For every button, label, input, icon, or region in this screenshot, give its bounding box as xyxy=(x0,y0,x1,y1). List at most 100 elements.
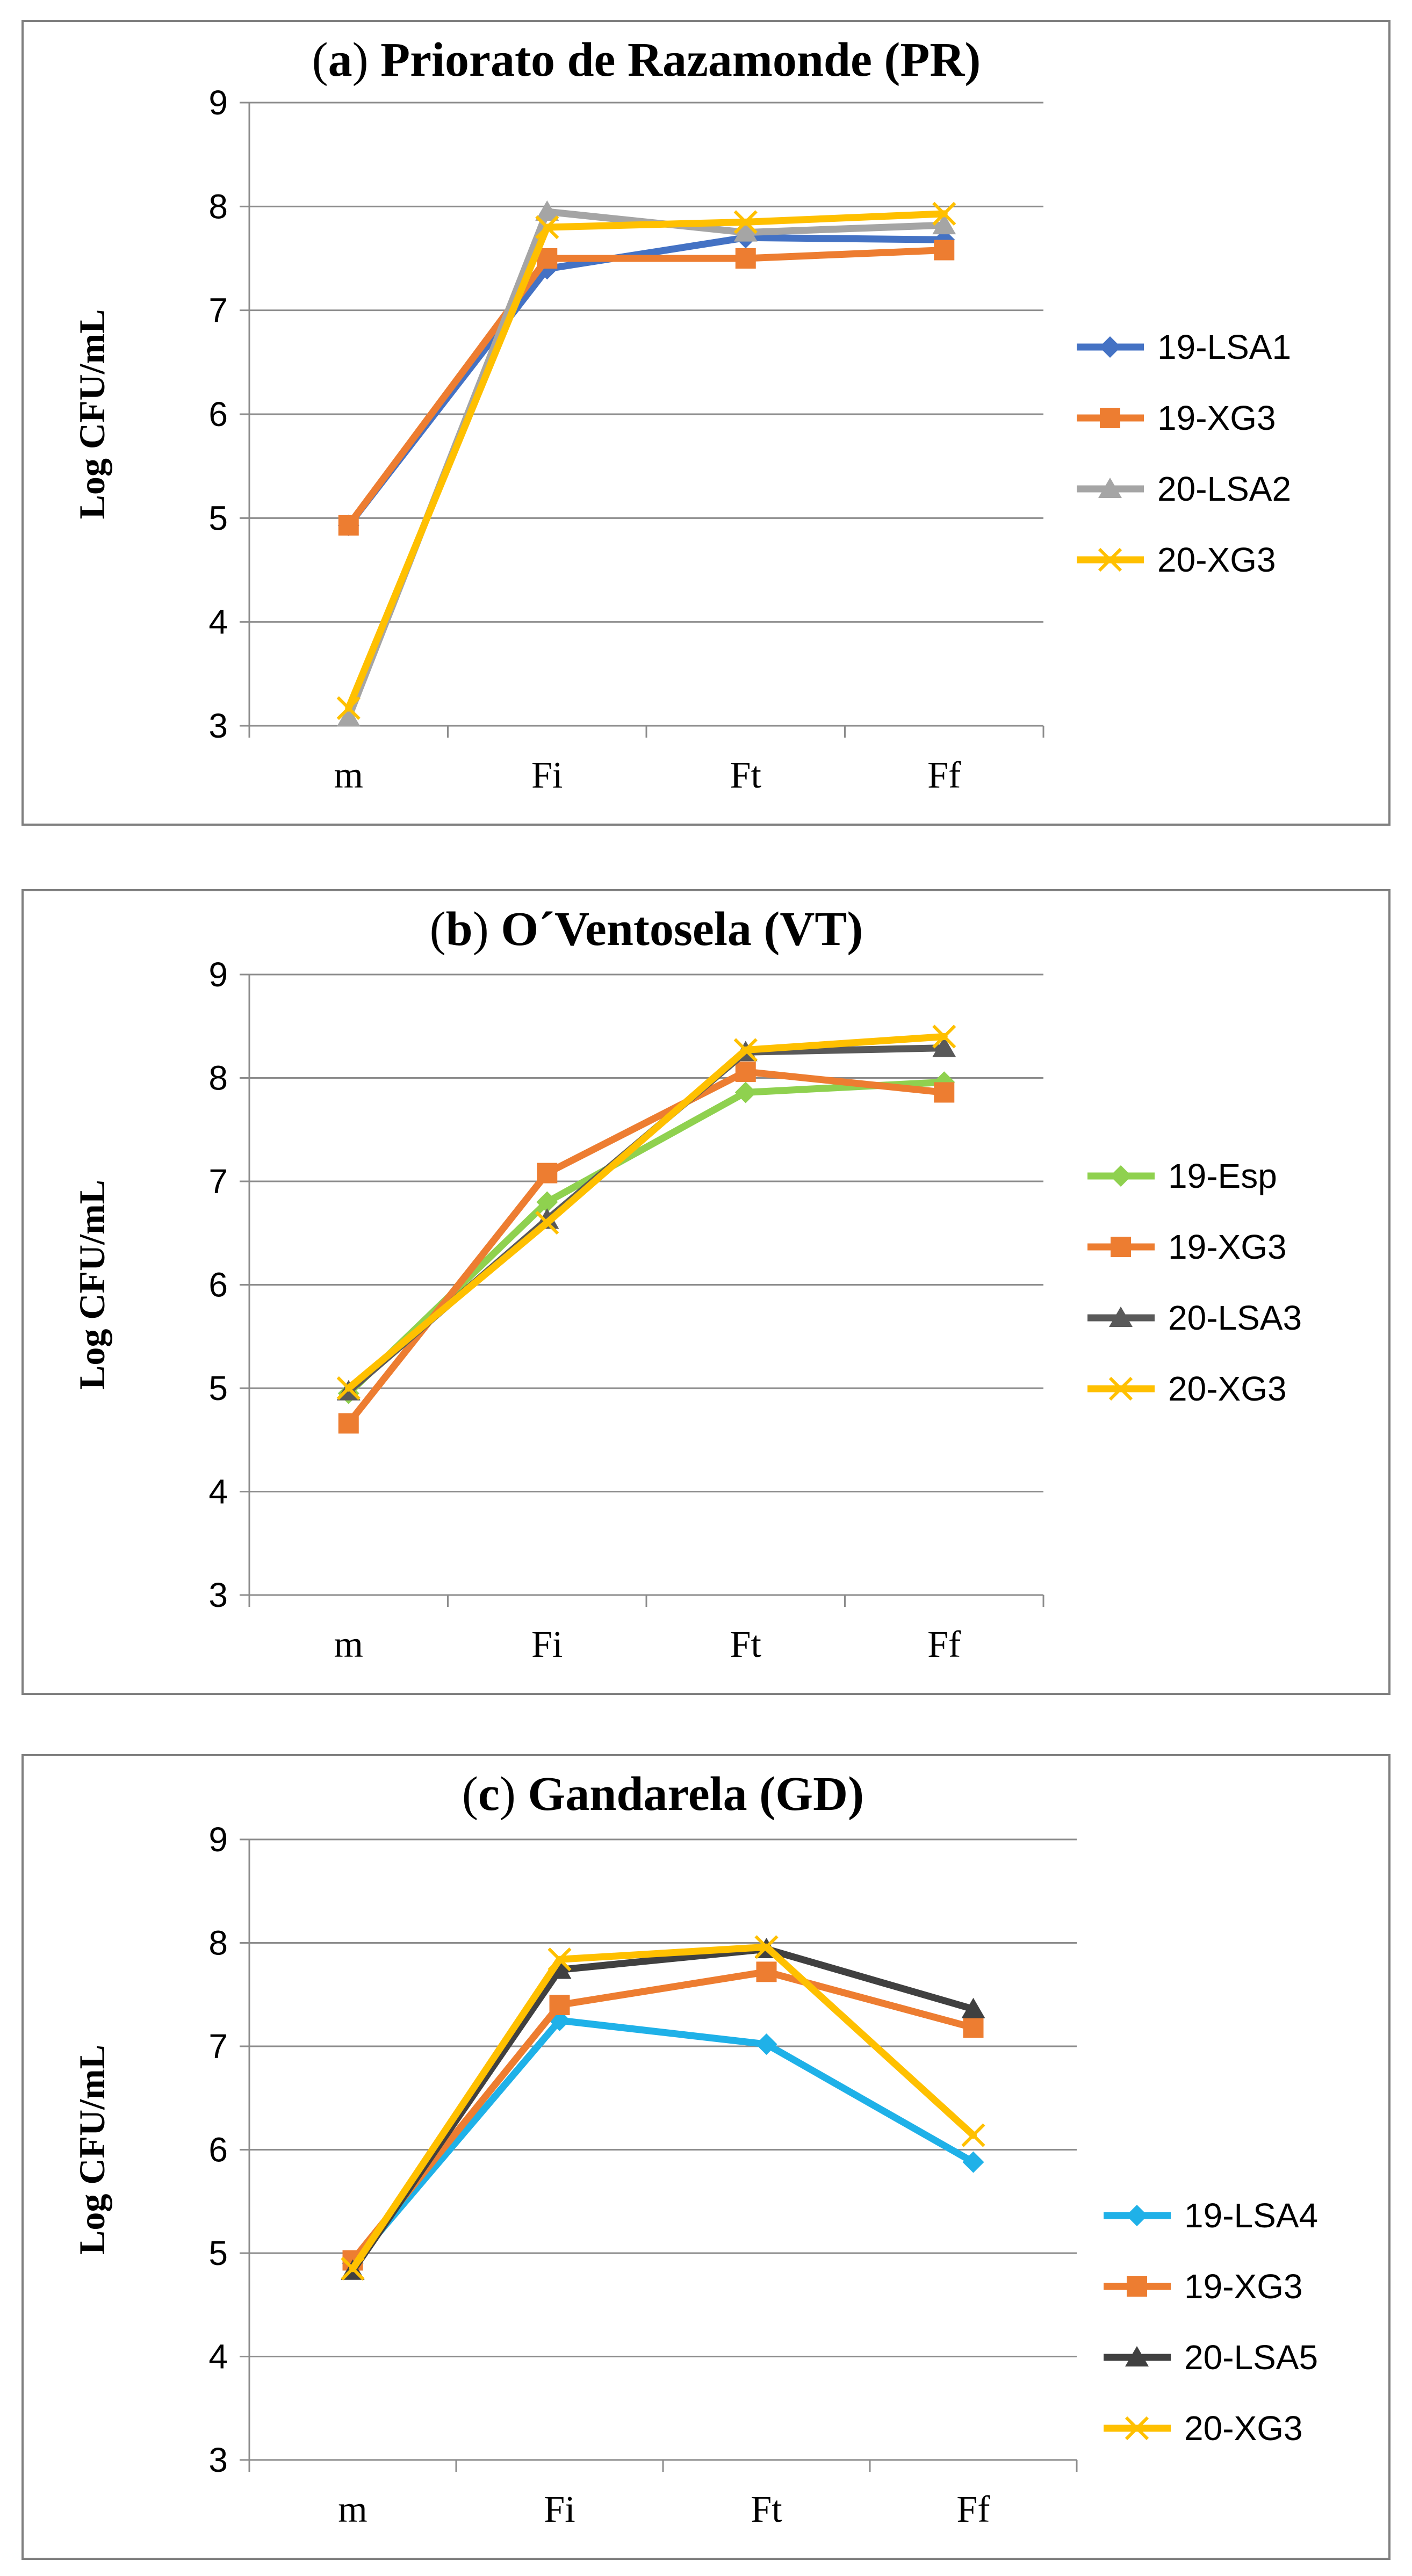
chart-c-legend-marker-19-XG3 xyxy=(1127,2276,1147,2297)
chart-b-title-name: O´Ventosela (VT) xyxy=(501,903,863,956)
chart-b-legend-label-20-LSA3: 20-LSA3 xyxy=(1168,1298,1302,1337)
chart-c-point-20-XG3-Fi xyxy=(547,1947,572,1972)
chart-a-legend-marker-20-LSA2 xyxy=(1098,478,1122,498)
chart-c-point-19-LSA4-Ft xyxy=(755,2033,777,2055)
chart-b-y-tick-label: 4 xyxy=(208,1473,228,1511)
chart-b-x-tick-label: Fi xyxy=(531,1624,563,1665)
chart-a-svg: (a) Priorato de Razamonde (PR) 3 4 5 6 7 8 9 m Fi… xyxy=(71,33,1291,796)
chart-b-svg: (b) O´Ventosela (VT) 3 4 5 6 7 8 9 m Fi Ft Ff Log CF… xyxy=(71,903,1302,1665)
chart-a-y-axis-label: Log CFU/mL xyxy=(71,309,112,519)
chart-b-x-tick-label: Ff xyxy=(927,1624,961,1665)
chart-b-legend-marker-19-XG3 xyxy=(1111,1237,1131,1257)
chart-c-point-19-XG3-Ff xyxy=(963,2017,984,2038)
chart-a-series-line-20-LSA2 xyxy=(345,208,948,721)
chart-a-title-name: Priorato de Razamonde (PR) xyxy=(380,33,981,86)
chart-b-legend-marker-19-Esp xyxy=(1110,1165,1132,1187)
chart-b-y-tick-label: 9 xyxy=(208,955,228,994)
chart-a-point-19-XG3-m xyxy=(338,515,359,536)
chart-a-legend-marker-19-XG3 xyxy=(1100,408,1120,428)
chart-a-y-tick-label: 7 xyxy=(208,291,228,330)
chart-c-x-tick-label: Ff xyxy=(956,2489,990,2530)
chart-c-x-tick-label: Fi xyxy=(544,2489,575,2530)
chart-c-legend-label-20-XG3: 20-XG3 xyxy=(1184,2409,1303,2448)
chart-c-y-tick-label: 4 xyxy=(208,2337,228,2376)
chart-a-point-20-LSA2-Ft xyxy=(733,221,758,242)
chart-a-legend-label-19-XG3: 19-XG3 xyxy=(1157,399,1276,437)
chart-c-x-tick-label: Ft xyxy=(751,2489,782,2530)
chart-c-point-20-XG3-m xyxy=(341,2256,365,2281)
chart-b-point-19-XG3-m xyxy=(338,1413,359,1434)
chart-c-x-tick-label: m xyxy=(338,2489,367,2530)
chart-a-point-20-LSA2-m xyxy=(336,706,361,727)
chart-b-y-axis-label: Log CFU/mL xyxy=(71,1180,112,1390)
chart-c-legend-marker-20-LSA5 xyxy=(1125,2346,1149,2366)
chart-a-x-tick-label: Ft xyxy=(730,755,762,796)
chart-b-point-20-XG3-m xyxy=(336,1376,361,1401)
chart-c-y-tick-label: 9 xyxy=(208,1820,228,1859)
chart-b-point-19-XG3-Ft xyxy=(735,1061,756,1082)
chart-c-y-tick-label: 7 xyxy=(208,2027,228,2066)
chart-a-series-line-20-XG3 xyxy=(345,210,948,712)
chart-a-legend-marker-20-XG3 xyxy=(1098,547,1122,572)
chart-b-legend-label-19-XG3: 19-XG3 xyxy=(1168,1228,1287,1266)
chart-c-point-19-XG3-Fi xyxy=(549,1995,570,2015)
chart-a-point-20-XG3-Fi xyxy=(535,215,559,240)
chart-c-point-20-XG3-Ff xyxy=(961,2123,985,2147)
chart-b-x-tick-label: Ft xyxy=(730,1624,762,1665)
chart-a-point-19-XG3-Ft xyxy=(735,248,756,269)
chart-c-series-line-20-XG3 xyxy=(349,1943,977,2272)
chart-panel-c: (c) Gandarela (GD) 3 4 5 6 7 8 9 m Fi Ft Ff Log CFU/… xyxy=(21,1754,1391,2560)
chart-c-y-tick-label: 5 xyxy=(208,2234,228,2272)
chart-b-y-tick-label: 7 xyxy=(208,1162,228,1201)
chart-a-x-tick-label: Ff xyxy=(927,755,961,796)
chart-b-legend-label-20-XG3: 20-XG3 xyxy=(1168,1369,1287,1408)
chart-a-legend-marker-19-LSA1 xyxy=(1099,336,1121,358)
chart-a-y-tick-label: 6 xyxy=(208,395,228,434)
chart-c-legend-label-20-LSA5: 20-LSA5 xyxy=(1184,2338,1318,2377)
chart-a-legend-label-20-LSA2: 20-LSA2 xyxy=(1157,470,1291,508)
chart-a-legend-label-19-LSA1: 19-LSA1 xyxy=(1157,328,1291,366)
chart-b-y-tick-label: 8 xyxy=(208,1059,228,1098)
chart-b-point-20-XG3-Ff xyxy=(932,1024,956,1049)
chart-c-title: (c) Gandarela (GD) xyxy=(462,1767,864,1821)
chart-b-legend-marker-20-XG3 xyxy=(1108,1376,1133,1401)
chart-b-legend-label-19-Esp: 19-Esp xyxy=(1168,1157,1277,1195)
chart-b-point-19-XG3-Ff xyxy=(934,1082,955,1103)
chart-a-legend-label-20-XG3: 20-XG3 xyxy=(1157,540,1276,579)
chart-a-point-20-XG3-m xyxy=(336,696,361,720)
chart-a-y-tick-label: 9 xyxy=(208,83,228,122)
chart-a-point-20-XG3-Ft xyxy=(733,210,758,234)
chart-c-point-20-LSA5-Ff xyxy=(961,1997,985,2018)
chart-c-title-name: Gandarela (GD) xyxy=(528,1767,864,1821)
chart-c-svg: (c) Gandarela (GD) 3 4 5 6 7 8 9 m Fi Ft Ff Log CFU/… xyxy=(71,1767,1318,2530)
chart-c-legend-marker-20-XG3 xyxy=(1125,2416,1149,2441)
chart-b-y-tick-label: 5 xyxy=(208,1369,228,1408)
chart-a-point-20-XG3-Ff xyxy=(932,201,956,226)
chart-c-legend-marker-19-LSA4 xyxy=(1126,2205,1148,2226)
chart-c-legend-label-19-LSA4: 19-LSA4 xyxy=(1184,2196,1318,2235)
chart-a-title: (a) Priorato de Razamonde (PR) xyxy=(312,33,981,86)
chart-panel-a: (a) Priorato de Razamonde (PR) 3 4 5 6 7 8 9 m Fi… xyxy=(21,20,1391,826)
chart-c-y-axis-label: Log CFU/mL xyxy=(71,2045,112,2255)
chart-b-y-tick-label: 6 xyxy=(208,1266,228,1304)
chart-a-point-19-XG3-Ff xyxy=(934,240,955,261)
chart-a-series-line-19-XG3 xyxy=(345,247,948,529)
chart-b-point-19-Esp-Ft xyxy=(734,1081,757,1103)
chart-b-legend-marker-20-LSA3 xyxy=(1109,1307,1133,1327)
chart-b-point-20-LSA3-Ff xyxy=(932,1036,956,1057)
chart-a-x-tick-label: Fi xyxy=(531,755,563,796)
chart-b-title-letter: b xyxy=(446,903,473,956)
chart-b-y-tick-label: 3 xyxy=(208,1576,228,1614)
chart-c-point-19-XG3-Ft xyxy=(756,1961,777,1982)
chart-c-point-19-LSA4-Ff xyxy=(962,2151,984,2173)
chart-b-series-line-20-XG3 xyxy=(345,1033,948,1392)
chart-c-title-letter: c xyxy=(478,1767,500,1821)
chart-c-y-tick-label: 3 xyxy=(208,2441,228,2479)
chart-a-x-tick-label: m xyxy=(334,755,363,796)
chart-c-series-line-19-XG3 xyxy=(349,1968,977,2264)
chart-a-y-tick-label: 8 xyxy=(208,187,228,226)
chart-c-point-20-XG3-Ft xyxy=(754,1935,779,1959)
chart-b-series-line-20-LSA3 xyxy=(345,1044,948,1395)
chart-a-point-20-LSA2-Ff xyxy=(932,214,956,235)
chart-panel-b: (b) O´Ventosela (VT) 3 4 5 6 7 8 9 m Fi Ft Ff Log CF… xyxy=(21,889,1391,1695)
